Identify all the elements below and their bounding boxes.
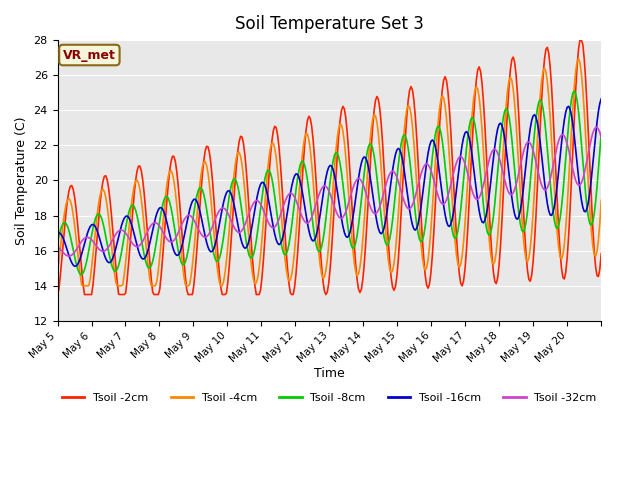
Tsoil -4cm: [575, 56, 582, 61]
Line: Tsoil -16cm: Tsoil -16cm: [58, 99, 601, 266]
Tsoil -16cm: [595, 108, 602, 114]
Text: VR_met: VR_met: [63, 48, 116, 61]
Tsoil -4cm: [524, 259, 531, 265]
Tsoil -2cm: [72, 205, 80, 211]
Tsoil -4cm: [597, 197, 605, 203]
Tsoil -8cm: [78, 272, 86, 277]
Tsoil -4cm: [79, 283, 87, 288]
Tsoil -4cm: [54, 270, 61, 276]
Line: Tsoil -32cm: Tsoil -32cm: [58, 127, 601, 256]
Line: Tsoil -2cm: Tsoil -2cm: [58, 40, 601, 295]
Tsoil -4cm: [72, 234, 80, 240]
Tsoil -8cm: [72, 260, 80, 265]
Tsoil -8cm: [597, 130, 605, 135]
Legend: Tsoil -2cm, Tsoil -4cm, Tsoil -8cm, Tsoil -16cm, Tsoil -32cm: Tsoil -2cm, Tsoil -4cm, Tsoil -8cm, Tsoi…: [58, 388, 601, 407]
Tsoil -32cm: [443, 197, 451, 203]
Tsoil -16cm: [443, 218, 451, 224]
Tsoil -4cm: [443, 116, 451, 122]
Tsoil -16cm: [335, 197, 342, 203]
Tsoil -8cm: [524, 209, 531, 215]
Tsoil -16cm: [597, 96, 605, 102]
Tsoil -32cm: [54, 244, 61, 250]
Tsoil -32cm: [596, 130, 604, 135]
Tsoil -2cm: [89, 282, 97, 288]
Tsoil -8cm: [443, 178, 451, 183]
Tsoil -4cm: [596, 219, 604, 225]
Tsoil -2cm: [576, 37, 584, 43]
Tsoil -32cm: [335, 214, 342, 219]
Tsoil -4cm: [91, 238, 99, 243]
Line: Tsoil -4cm: Tsoil -4cm: [58, 59, 601, 286]
Title: Soil Temperature Set 3: Soil Temperature Set 3: [235, 15, 424, 33]
Tsoil -2cm: [54, 292, 61, 298]
Tsoil -8cm: [335, 154, 342, 159]
Tsoil -16cm: [71, 264, 79, 269]
Tsoil -32cm: [74, 245, 81, 251]
Y-axis label: Soil Temperature (C): Soil Temperature (C): [15, 116, 28, 245]
Tsoil -32cm: [91, 240, 99, 246]
Tsoil -32cm: [65, 253, 73, 259]
Tsoil -16cm: [524, 148, 531, 154]
Tsoil -2cm: [441, 74, 449, 80]
Tsoil -2cm: [595, 274, 602, 279]
Tsoil -32cm: [597, 135, 605, 141]
Tsoil -16cm: [74, 262, 81, 268]
Tsoil -2cm: [597, 251, 605, 256]
Tsoil -2cm: [522, 251, 530, 257]
Tsoil -2cm: [333, 154, 341, 159]
Tsoil -32cm: [524, 139, 531, 145]
X-axis label: Time: Time: [314, 367, 345, 380]
Tsoil -8cm: [91, 219, 99, 225]
Tsoil -8cm: [54, 240, 61, 245]
Tsoil -4cm: [335, 126, 342, 132]
Line: Tsoil -8cm: Tsoil -8cm: [58, 91, 601, 275]
Tsoil -16cm: [91, 223, 99, 228]
Tsoil -8cm: [596, 148, 604, 154]
Tsoil -8cm: [570, 88, 578, 94]
Tsoil -16cm: [54, 230, 61, 236]
Tsoil -32cm: [593, 124, 601, 130]
